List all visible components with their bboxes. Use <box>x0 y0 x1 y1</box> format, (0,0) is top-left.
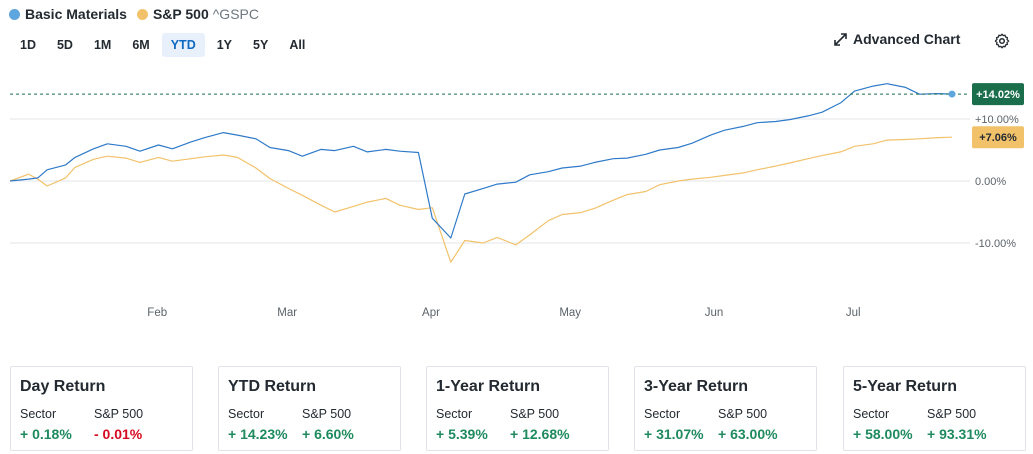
legend-item-sp500[interactable]: S&P 500 ^GSPC <box>136 6 259 22</box>
x-tick-label: Jul <box>846 307 861 319</box>
range-button-1m[interactable]: 1M <box>93 38 112 52</box>
y-tick-label: -10.00% <box>975 238 1016 250</box>
y-tick-label: 0.00% <box>975 176 1006 188</box>
sector-return-value: + 31.07% <box>644 426 704 442</box>
series-line-basic-materials <box>9 83 953 239</box>
sp500-label: S&P 500 <box>718 407 768 421</box>
gear-icon <box>994 33 1010 49</box>
return-card: 5-Year Return Sector + 58.00% S&P 500 + 93.3… <box>843 366 1026 451</box>
end-value-label-sp500: +7.06% <box>972 126 1024 149</box>
range-button-all[interactable]: All <box>289 38 306 52</box>
sp500-column: S&P 500 + 6.60% <box>302 407 354 442</box>
end-value-label-basic-materials: +14.02% <box>972 83 1024 106</box>
return-card: 3-Year Return Sector + 31.07% S&P 500 + 63.0… <box>634 366 817 451</box>
legend-item-basic-materials[interactable]: Basic Materials <box>9 6 127 22</box>
sector-label: Sector <box>853 407 890 421</box>
x-tick-label: Mar <box>277 307 297 319</box>
sp500-label: S&P 500 <box>510 407 560 421</box>
sector-return-value: + 58.00% <box>853 426 913 442</box>
sp500-label: S&P 500 <box>94 407 144 421</box>
return-card-title: 1-Year Return <box>436 378 541 395</box>
y-tick-label: +10.00% <box>975 114 1019 126</box>
sector-return-value: + 5.39% <box>436 426 488 442</box>
time-range-selector: 1D 5D 1M 6M YTD 1Y 5Y All <box>11 33 317 57</box>
sector-column: Sector + 58.00% <box>853 407 913 442</box>
sector-label: Sector <box>228 407 265 421</box>
range-button-1d[interactable]: 1D <box>20 38 36 52</box>
x-tick-label: Apr <box>422 307 440 319</box>
performance-line-chart: +10.00% 0.00% -10.00% Feb Mar Apr May Jun Jul +1… <box>9 83 1024 319</box>
sp500-return-value: + 12.68% <box>510 426 570 442</box>
sector-return-value: + 14.23% <box>228 426 288 442</box>
sector-column: Sector + 31.07% <box>644 407 704 442</box>
sp500-column: S&P 500 + 12.68% <box>510 407 570 442</box>
x-tick-label: May <box>559 307 581 319</box>
series-color-dot-icon <box>9 8 20 20</box>
sector-column: Sector + 14.23% <box>228 407 288 442</box>
sp500-return-value: + 93.31% <box>927 426 987 442</box>
x-tick-label: Jun <box>705 307 724 319</box>
sector-column: Sector + 5.39% <box>436 407 488 442</box>
series-end-point <box>948 90 956 98</box>
chart-settings-button[interactable] <box>994 33 1010 54</box>
sector-label: Sector <box>436 407 473 421</box>
series-color-dot-icon <box>136 8 148 20</box>
svg-text:+14.02%: +14.02% <box>976 89 1020 101</box>
legend-label: Basic Materials <box>25 6 127 22</box>
range-button-5y[interactable]: 5Y <box>253 38 269 52</box>
chart-legend: Basic Materials S&P 500 ^GSPC <box>9 6 269 22</box>
legend-label: S&P 500 <box>152 6 209 22</box>
sector-column: Sector + 0.18% <box>20 407 72 442</box>
svg-text:+7.06%: +7.06% <box>979 132 1017 144</box>
return-card-title: YTD Return <box>228 378 316 395</box>
sp500-return-value: + 63.00% <box>718 426 778 442</box>
advanced-chart-label: Advanced Chart <box>853 31 961 47</box>
series-line-sp500 <box>9 136 953 263</box>
range-button-ytd[interactable]: YTD <box>161 33 205 57</box>
return-card-title: 3-Year Return <box>644 378 749 395</box>
sp500-column: S&P 500 + 93.31% <box>927 407 987 442</box>
sp500-label: S&P 500 <box>927 407 977 421</box>
return-card: Day Return Sector + 0.18% S&P 500 - 0.01% <box>10 366 193 451</box>
sp500-return-value: + 6.60% <box>302 426 354 442</box>
sector-label: Sector <box>644 407 681 421</box>
return-card-title: 5-Year Return <box>853 378 958 395</box>
sector-return-value: + 0.18% <box>20 426 72 442</box>
sp500-column: S&P 500 - 0.01% <box>94 407 143 442</box>
expand-arrows-icon <box>834 32 847 46</box>
range-button-6m[interactable]: 6M <box>132 38 150 52</box>
x-tick-label: Feb <box>147 307 167 319</box>
sp500-return-value: - 0.01% <box>94 426 143 442</box>
legend-symbol: ^GSPC <box>212 6 259 22</box>
return-card: 1-Year Return Sector + 5.39% S&P 500 + 12.68… <box>426 366 609 451</box>
advanced-chart-button[interactable]: Advanced Chart <box>834 31 960 47</box>
sp500-column: S&P 500 + 63.00% <box>718 407 778 442</box>
return-card-title: Day Return <box>20 378 106 395</box>
sector-label: Sector <box>20 407 57 421</box>
sp500-label: S&P 500 <box>302 407 352 421</box>
range-button-5d[interactable]: 5D <box>56 38 73 52</box>
range-button-1y[interactable]: 1Y <box>216 38 233 52</box>
return-card: YTD Return Sector + 14.23% S&P 500 + 6.60% <box>218 366 401 451</box>
